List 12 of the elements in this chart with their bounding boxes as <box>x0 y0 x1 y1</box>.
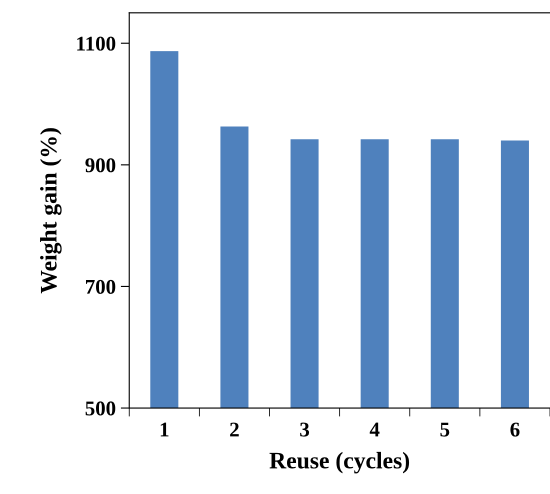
x-axis-title: Reuse (cycles) <box>270 452 410 474</box>
x-tick-label: 5 <box>440 422 450 437</box>
y-axis-title: Weight gain (%) <box>40 128 62 294</box>
x-tick-label: 2 <box>230 422 239 436</box>
x-tick-label: 3 <box>300 422 310 437</box>
y-tick-label: 900 <box>85 158 116 172</box>
y-tick-label: 700 <box>86 280 116 294</box>
y-tick-label: 1100 <box>77 36 116 51</box>
y-tick-label: 500 <box>86 401 116 416</box>
x-tick-label: 6 <box>510 422 520 437</box>
x-tick-label: 1 <box>160 422 168 436</box>
x-tick-label: 4 <box>370 422 380 436</box>
